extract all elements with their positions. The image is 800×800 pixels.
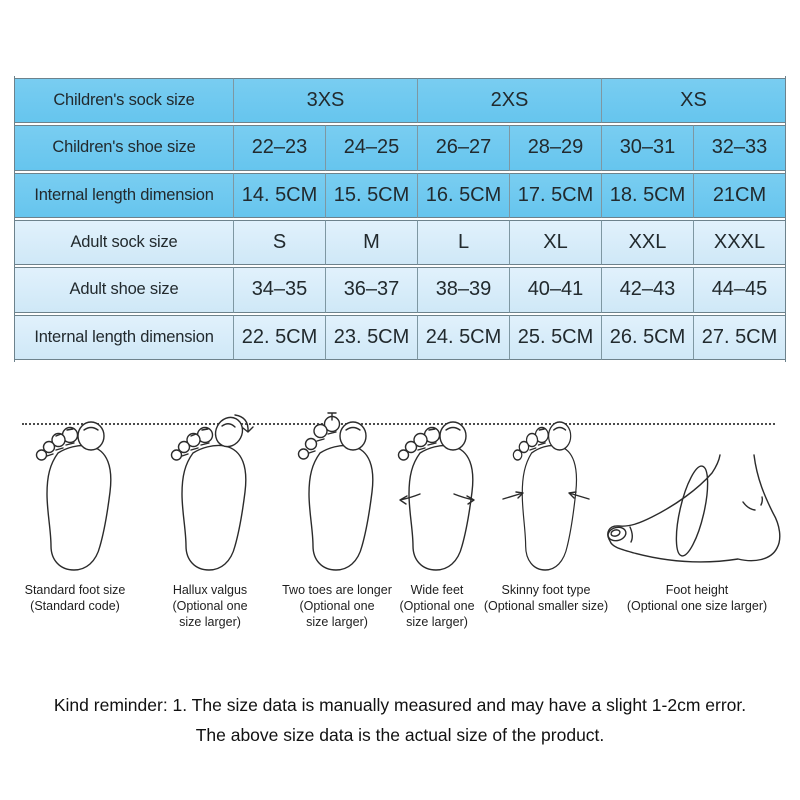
foot-label-two-toes-longer: Two toes are longer (Optional one size l… xyxy=(267,582,407,630)
size-cell: 23. 5CM xyxy=(325,314,417,360)
foot-title: Hallux valgus xyxy=(172,583,248,597)
row-label: Adult sock size xyxy=(15,219,233,266)
reminder-line-1: Kind reminder: 1. The size data is manua… xyxy=(53,695,747,715)
table-row-children-sock-size: Children's sock size 3XS 2XS XS xyxy=(15,78,785,124)
size-cell: 38–39 xyxy=(417,267,509,313)
size-cell: 36–37 xyxy=(325,267,417,313)
wide-feet-icon xyxy=(397,421,475,571)
size-cell: 24. 5CM xyxy=(417,314,509,360)
size-cell: 26–27 xyxy=(417,125,509,171)
size-cell: 18. 5CM xyxy=(601,172,693,218)
foot-height-icon xyxy=(607,454,781,563)
size-cell: 28–29 xyxy=(509,125,601,171)
hallux-arrow xyxy=(234,414,254,433)
size-cell: 42–43 xyxy=(601,267,693,313)
toe-measure-mark xyxy=(327,412,337,421)
size-cell: L xyxy=(417,219,509,266)
size-cell: 40–41 xyxy=(509,267,601,313)
foot-label-wide-feet: Wide feet (Optional one size larger) xyxy=(377,582,497,630)
size-cell: 14. 5CM xyxy=(233,172,325,218)
size-cell: 24–25 xyxy=(325,125,417,171)
table-row-adult-internal-length: Internal length dimension 22. 5CM 23. 5C… xyxy=(15,314,785,360)
foot-subtitle: (Standard code) xyxy=(30,599,120,613)
size-cell: 34–35 xyxy=(233,267,325,313)
size-cell: 17. 5CM xyxy=(509,172,601,218)
foot-label-foot-height: Foot height (Optional one size larger) xyxy=(602,582,792,614)
two-toes-longer-foot-icon xyxy=(297,412,374,571)
table-row-children-internal-length: Internal length dimension 14. 5CM 15. 5C… xyxy=(15,172,785,218)
foot-label-skinny-foot: Skinny foot type (Optional smaller size) xyxy=(476,582,616,614)
foot-subtitle: (Optional smaller size) xyxy=(483,599,609,613)
size-cell: XXL xyxy=(601,219,693,266)
foot-title: Foot height xyxy=(665,583,729,597)
hallux-valgus-foot-icon xyxy=(170,414,254,571)
foot-title: Skinny foot type xyxy=(501,583,591,597)
instep-measure-loop xyxy=(675,465,709,557)
size-cell: XL xyxy=(509,219,601,266)
size-cell: 44–45 xyxy=(693,267,785,313)
foot-label-hallux-valgus: Hallux valgus (Optional one size larger) xyxy=(150,582,270,630)
table-row-children-shoe-size: Children's shoe size 22–23 24–25 26–27 2… xyxy=(15,125,785,171)
kind-reminder-text: Kind reminder: 1. The size data is manua… xyxy=(0,690,800,750)
row-label: Internal length dimension xyxy=(15,314,233,360)
foot-title: Two toes are longer xyxy=(282,583,392,597)
size-cell: 27. 5CM xyxy=(693,314,785,360)
foot-subtitle: (Optional one size larger) xyxy=(172,599,248,629)
foot-subtitle: (Optional one size larger) xyxy=(399,599,475,629)
foot-label-standard: Standard foot size (Standard code) xyxy=(5,582,145,614)
size-cell: 15. 5CM xyxy=(325,172,417,218)
size-cell: 22. 5CM xyxy=(233,314,325,360)
size-cell: XXXL xyxy=(693,219,785,266)
table-row-adult-shoe-size: Adult shoe size 34–35 36–37 38–39 40–41 … xyxy=(15,267,785,313)
skinny-foot-icon xyxy=(502,421,590,571)
foot-subtitle: (Optional one size larger) xyxy=(626,599,768,613)
size-group-cell: 2XS xyxy=(417,78,601,124)
skinny-arrows xyxy=(502,491,590,500)
size-group-cell: XS xyxy=(601,78,785,124)
size-cell: 16. 5CM xyxy=(417,172,509,218)
reminder-line-2: The above size data is the actual size o… xyxy=(195,725,605,745)
size-cell: 32–33 xyxy=(693,125,785,171)
row-label: Children's shoe size xyxy=(15,125,233,171)
size-cell: 30–31 xyxy=(601,125,693,171)
size-chart-table: Children's sock size 3XS 2XS XS Children… xyxy=(14,76,786,362)
size-cell: 26. 5CM xyxy=(601,314,693,360)
size-group-cell: 3XS xyxy=(233,78,417,124)
size-cell: 22–23 xyxy=(233,125,325,171)
foot-title: Wide feet xyxy=(410,583,464,597)
standard-foot-icon xyxy=(35,421,112,571)
size-cell: 25. 5CM xyxy=(509,314,601,360)
size-cell: S xyxy=(233,219,325,266)
foot-title: Standard foot size xyxy=(24,583,126,597)
foot-subtitle: (Optional one size larger) xyxy=(299,599,375,629)
wide-arrows xyxy=(399,493,475,505)
row-label: Adult shoe size xyxy=(15,267,233,313)
row-label: Children's sock size xyxy=(15,78,233,124)
toe-alignment-dotted-line xyxy=(22,423,775,425)
size-cell: M xyxy=(325,219,417,266)
table-row-adult-sock-size: Adult sock size S M L XL XXL XXXL xyxy=(15,219,785,266)
row-label: Internal length dimension xyxy=(15,172,233,218)
size-cell: 21CM xyxy=(693,172,785,218)
